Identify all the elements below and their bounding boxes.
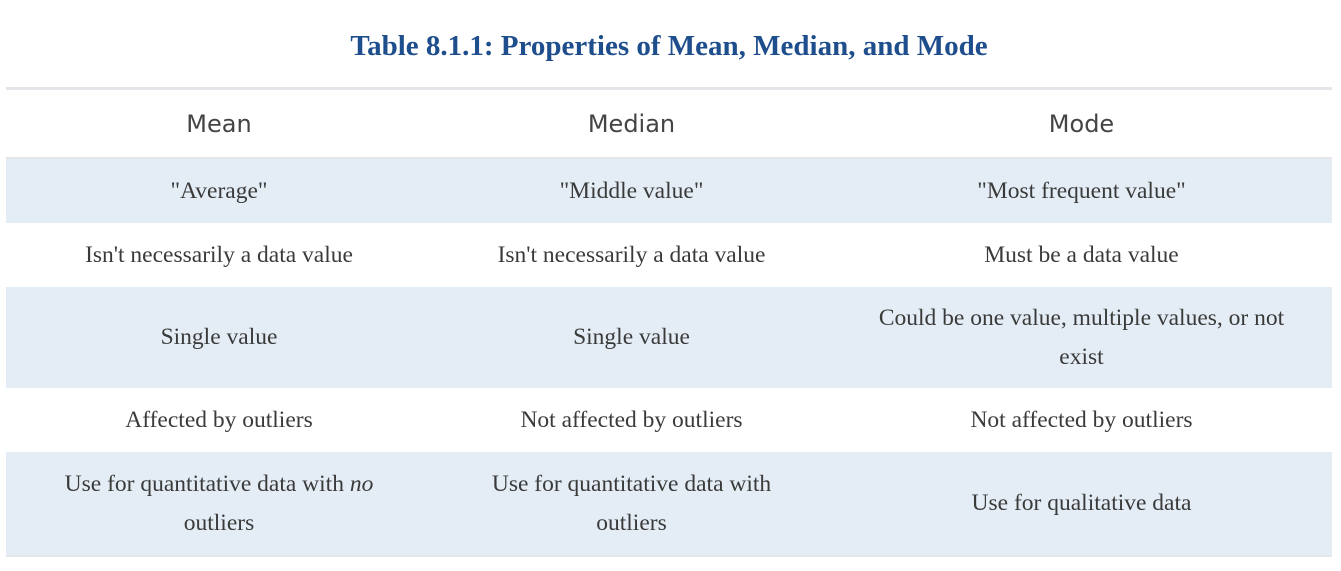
cell-text-after: outliers: [183, 509, 255, 536]
table-cell: Not affected by outliers: [970, 406, 1193, 433]
table-cell: Could be one value, multiple values, or …: [878, 304, 1285, 370]
table-cell: "Average": [170, 177, 268, 204]
emphasis-text: no: [349, 470, 374, 497]
table-row: "Average" "Middle value" "Most frequent …: [6, 159, 1332, 223]
table-caption: Table 8.1.1: Properties of Mean, Median,…: [350, 30, 988, 62]
table-header-row: Mean Median Mode: [6, 90, 1332, 159]
header-median: Median: [587, 109, 676, 138]
table-cell: Use for quantitative data with outliers: [491, 470, 772, 536]
table-cell: Isn't necessarily a data value: [497, 241, 766, 268]
table-row: Use for quantitative data with no outlie…: [6, 452, 1332, 557]
cell-text-before: Use for quantitative data with: [64, 470, 350, 497]
table-row: Single value Single value Could be one v…: [6, 287, 1332, 388]
table-row: Affected by outliers Not affected by out…: [6, 388, 1332, 452]
table-cell: Not affected by outliers: [520, 406, 743, 433]
table-cell: Single value: [573, 324, 690, 350]
header-mode: Mode: [1048, 109, 1115, 138]
properties-table: Mean Median Mode "Average" "Middle value…: [6, 87, 1332, 557]
table-cell: Affected by outliers: [125, 406, 313, 433]
table-cell: Must be a data value: [984, 241, 1179, 268]
table-cell: "Most frequent value": [977, 177, 1186, 204]
cell-text: Use for quantitative data with no outlie…: [36, 465, 402, 543]
table-cell: "Middle value": [559, 177, 704, 204]
table-cell: Use for quantitative data with no outlie…: [6, 452, 432, 555]
table-body: "Average" "Middle value" "Most frequent …: [6, 159, 1332, 557]
table-cell: Use for qualitative data: [971, 490, 1192, 516]
table-row: Isn't necessarily a data value Isn't nec…: [6, 223, 1332, 287]
header-mean: Mean: [186, 109, 252, 138]
table-cell: Isn't necessarily a data value: [85, 241, 353, 268]
table-cell: Single value: [160, 324, 278, 350]
